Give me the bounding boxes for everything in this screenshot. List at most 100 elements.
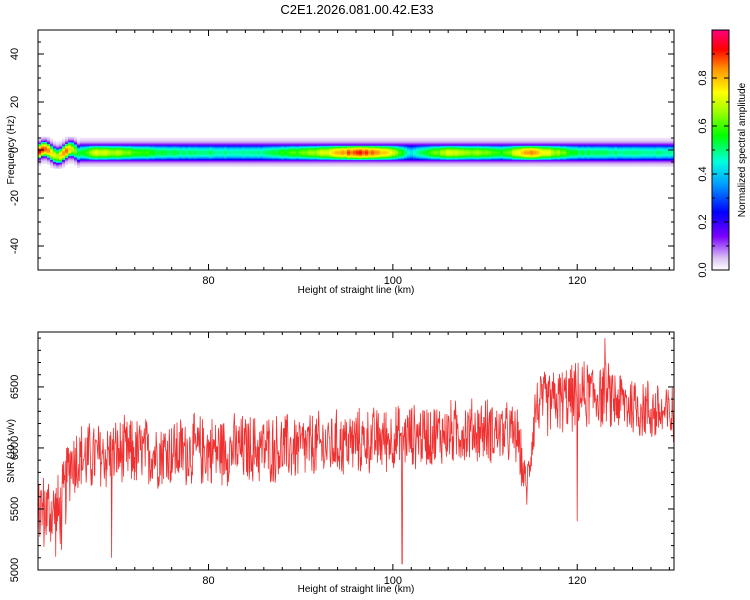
spectrogram-cell — [143, 141, 147, 143]
spectrogram-cell — [293, 163, 297, 165]
spectrogram-cell — [206, 149, 210, 151]
spectrogram-cell — [518, 143, 522, 145]
spectrogram-cell — [65, 136, 69, 139]
spectrogram-cell — [182, 155, 186, 157]
spectrogram-cell — [200, 150, 204, 152]
spectrogram-cell — [407, 160, 411, 163]
spectrogram-cell — [341, 165, 345, 167]
spectrogram-cell — [80, 156, 84, 159]
spectrogram-cell — [437, 147, 441, 149]
spectrogram-cell — [200, 165, 204, 167]
spectrogram-cell — [257, 154, 261, 156]
spectrogram-cell — [215, 155, 219, 157]
spectrogram-cell — [395, 159, 399, 162]
spectrogram-cell — [38, 160, 42, 163]
spectrogram-cell — [332, 160, 336, 163]
spectrogram-cell — [176, 156, 180, 158]
spectrogram-cell — [218, 156, 222, 159]
spectrogram-cell — [155, 151, 159, 153]
spectrogram-cell — [113, 158, 117, 161]
spectrogram-cell — [428, 145, 432, 147]
spectrogram-cell — [167, 146, 171, 148]
spectrogram-cell — [134, 156, 138, 159]
spectrogram-cell — [518, 137, 522, 140]
spectrogram-cell — [467, 162, 471, 164]
spectrogram-cell — [80, 140, 84, 142]
spectrogram-cell — [173, 141, 177, 143]
spectrogram-cell — [227, 163, 231, 165]
spectrogram-cell — [278, 139, 282, 141]
spectrogram-cell — [89, 165, 93, 167]
spectrogram-cell — [446, 162, 450, 164]
spectrogram-cell — [305, 160, 309, 163]
spectrogram-cell — [392, 139, 396, 141]
spectrogram-cell — [329, 152, 333, 154]
spectrogram-cell — [515, 147, 519, 149]
spectrogram-cell — [431, 159, 435, 162]
spectrogram-cell — [524, 156, 528, 159]
spectrogram-cell — [140, 140, 144, 142]
spectrogram-cell — [278, 150, 282, 152]
spectrogram-cell — [536, 160, 540, 163]
spectrogram-cell — [98, 153, 102, 155]
spectrogram-cell — [458, 151, 462, 153]
spectrogram-cell — [449, 153, 453, 155]
spectrogram-cell — [467, 164, 471, 166]
spectrogram-cell — [191, 150, 195, 152]
spectrogram-cell — [392, 142, 396, 144]
spectrogram-cell — [308, 159, 312, 162]
spectrogram-cell — [152, 152, 156, 154]
spectrogram-cell — [137, 141, 141, 143]
spectrogram-cell — [284, 162, 288, 164]
spectrogram-cell — [92, 161, 96, 164]
spectrogram-cell — [452, 146, 456, 148]
spectrogram-cell — [236, 140, 240, 142]
spectrogram-cell — [215, 156, 219, 159]
spectrogram-cell — [161, 156, 165, 159]
spectrogram-cell — [536, 156, 540, 159]
spectrogram-cell — [431, 150, 435, 152]
spectrogram-cell — [215, 154, 219, 156]
spectrogram-cell — [74, 153, 78, 155]
spectrogram-cell — [233, 153, 237, 155]
spectrogram-cell — [71, 156, 75, 159]
spectrogram-cell — [182, 164, 186, 166]
spectrogram-cell — [518, 157, 522, 160]
spectrogram-cell — [314, 147, 318, 149]
spectrogram-cell — [83, 139, 87, 141]
spectrogram-cell — [260, 145, 264, 147]
spectrogram-cell — [152, 153, 156, 155]
spectrogram-cell — [326, 160, 330, 163]
spectrogram-cell — [134, 156, 138, 158]
spectrogram-cell — [428, 165, 432, 167]
spectrogram-cell — [266, 155, 270, 157]
spectrogram-cell — [290, 152, 294, 154]
spectrogram-cell — [365, 142, 369, 144]
spectrogram-cell — [410, 150, 414, 152]
spectrogram-cell — [164, 159, 168, 162]
spectrogram-cell — [515, 157, 519, 160]
spectrogram-cell — [173, 148, 177, 150]
spectrogram-cell — [134, 143, 138, 145]
spectrogram-cell — [437, 159, 441, 162]
spectrogram-cell — [299, 152, 303, 154]
spectrogram-cell — [512, 150, 516, 152]
spectrogram-cell — [143, 149, 147, 151]
spectrogram-cell — [524, 164, 528, 166]
spectrogram-cell — [371, 150, 375, 152]
spectrogram-cell — [518, 139, 522, 141]
spectrogram-cell — [422, 138, 426, 140]
spectrogram-cell — [77, 155, 81, 157]
spectrogram-cell — [413, 148, 417, 150]
spectrogram-cell — [215, 159, 219, 162]
spectrogram-cell — [230, 147, 234, 149]
spectrogram-cell — [407, 156, 411, 158]
spectrogram-cell — [137, 139, 141, 141]
spectrogram-cell — [410, 160, 414, 163]
spectrogram-cell — [266, 145, 270, 147]
spectrogram-cell — [221, 161, 225, 164]
spectrogram-cell — [515, 160, 519, 163]
spectrogram-cell — [275, 147, 279, 149]
spectrogram-cell — [254, 150, 258, 152]
spectrogram-cell — [137, 147, 141, 149]
